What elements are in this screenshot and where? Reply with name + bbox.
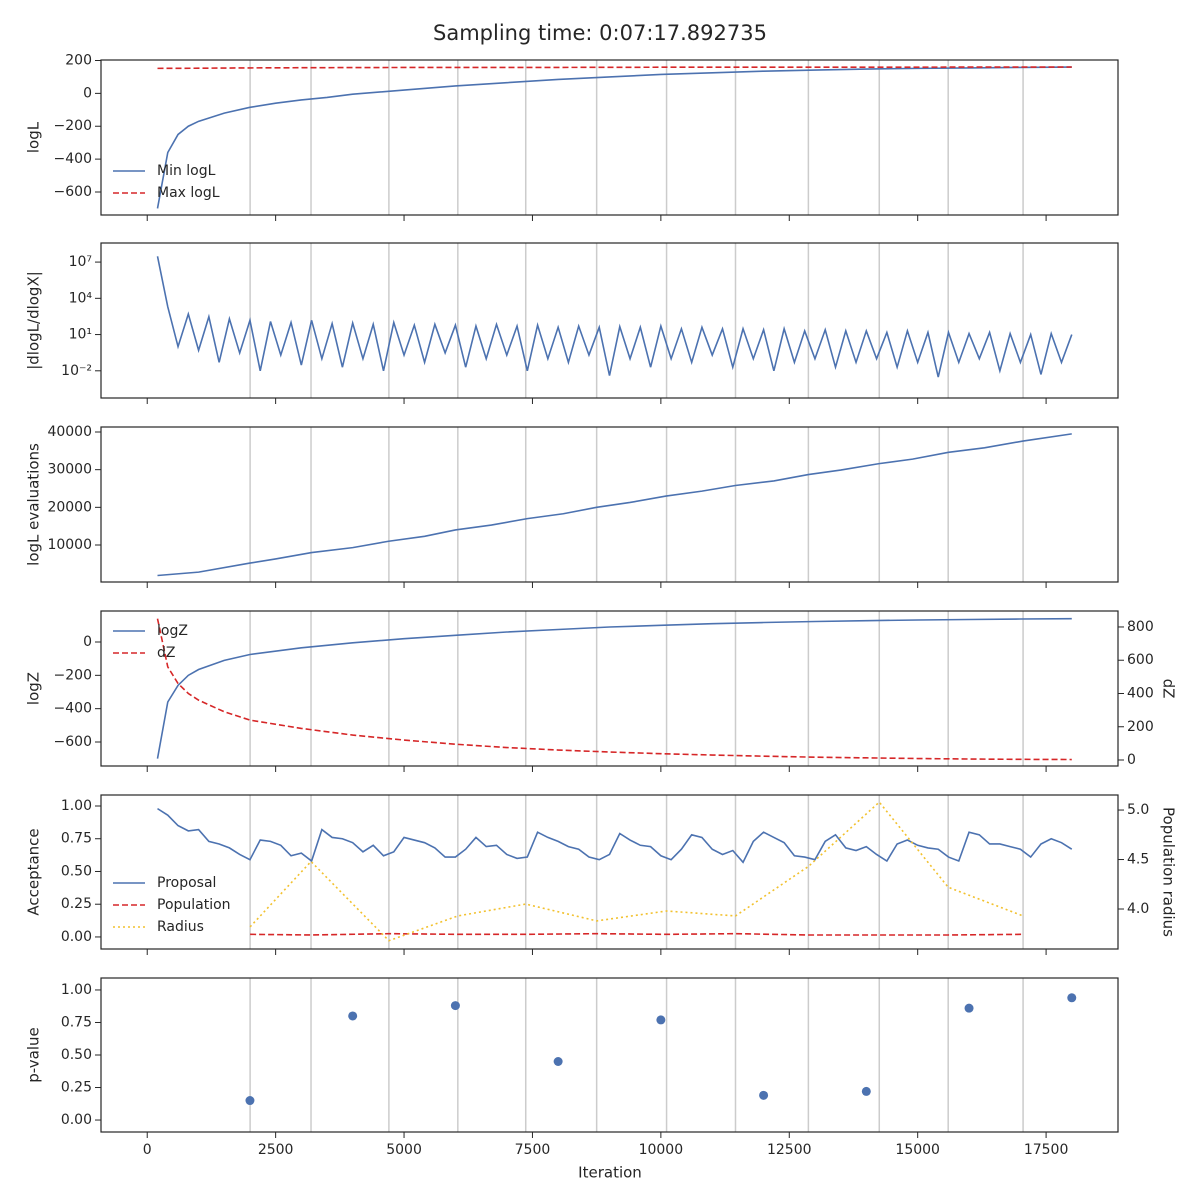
plot-frame: [100, 977, 1119, 1133]
series-line: [249, 800, 1024, 942]
series-line: [156, 256, 1073, 378]
y-tick-label: 1.00: [61, 798, 92, 814]
y-tick-label: 0.50: [61, 1047, 92, 1063]
point: [553, 1057, 563, 1067]
y-tick-label: 0: [83, 85, 92, 101]
x-tick-label: 2500: [258, 1142, 294, 1158]
point: [245, 1096, 255, 1106]
x-tick-label: 10000: [639, 1142, 684, 1158]
y-axis-label: |dlogL/dlogX|: [25, 271, 43, 370]
y-tick-label: −600: [54, 734, 92, 750]
y-axis-label: logZ: [25, 672, 43, 705]
series-line: [156, 617, 1072, 759]
series-line: [156, 618, 1072, 761]
y-tick-label: 200: [65, 52, 92, 68]
y-tick-label: 0: [83, 634, 92, 650]
x-tick-label: 15000: [895, 1142, 940, 1158]
point: [759, 1090, 769, 1100]
y-tick-label: 10¹: [69, 327, 92, 343]
plot-frame: [100, 794, 1119, 950]
y2-tick-label: 0: [1127, 752, 1136, 768]
x-tick-label: 17500: [1024, 1142, 1069, 1158]
point: [656, 1015, 666, 1025]
y-tick-label: 10⁻²: [61, 363, 92, 379]
legend-label: Population: [157, 897, 231, 913]
y-tick-label: −400: [54, 701, 92, 717]
y-axis-label: p-value: [25, 1027, 43, 1083]
point: [450, 1001, 460, 1011]
y-tick-label: 10000: [47, 537, 92, 553]
series-line: [250, 932, 1024, 936]
legend-label: Max logL: [157, 185, 220, 201]
y2-tick-label: 4.5: [1127, 852, 1149, 868]
y-tick-label: 30000: [47, 462, 92, 478]
y-tick-label: 10⁷: [69, 254, 92, 270]
y-axis-label: logL: [25, 121, 43, 153]
y-tick-label: −400: [54, 151, 92, 167]
x-axis-label: Iteration: [578, 1164, 642, 1182]
y-axis-label: Acceptance: [25, 828, 43, 915]
y2-tick-label: 200: [1127, 719, 1154, 735]
y-tick-label: 20000: [47, 499, 92, 515]
y2-tick-label: 5.0: [1127, 802, 1149, 818]
x-tick-label: 5000: [386, 1142, 422, 1158]
plot-frame: [100, 610, 1119, 767]
y-axis-label: logL evaluations: [25, 443, 43, 566]
y-tick-label: 0.00: [61, 929, 92, 945]
y-tick-label: 10⁴: [69, 290, 93, 306]
legend-label: Proposal: [157, 875, 216, 891]
x-tick-label: 12500: [767, 1142, 812, 1158]
y2-tick-label: 600: [1127, 652, 1154, 668]
y-tick-label: 1.00: [61, 982, 92, 998]
legend-label: dZ: [157, 645, 175, 661]
point: [964, 1003, 974, 1013]
y-tick-label: 40000: [47, 424, 92, 440]
point: [1067, 993, 1077, 1003]
legend-label: Radius: [157, 919, 204, 935]
legend-label: Min logL: [157, 163, 216, 179]
legend-label: logZ: [157, 623, 188, 639]
y-tick-label: −200: [54, 118, 92, 134]
series-line: [157, 66, 1072, 70]
y-tick-label: −200: [54, 667, 92, 683]
y2-tick-label: 800: [1127, 619, 1154, 635]
y2-tick-label: 400: [1127, 685, 1154, 701]
x-tick-label: 0: [143, 1142, 152, 1158]
y-tick-label: 0.00: [61, 1112, 92, 1128]
y-tick-label: 0.50: [61, 863, 92, 879]
y2-tick-label: 4.0: [1127, 901, 1149, 917]
plot-frame: [100, 426, 1119, 583]
y-tick-label: 0.75: [61, 831, 92, 847]
point: [348, 1011, 358, 1021]
point: [861, 1086, 871, 1096]
y-tick-label: 0.75: [61, 1014, 92, 1030]
series-line: [157, 807, 1073, 864]
figure-title: Sampling time: 0:07:17.892735: [433, 21, 767, 45]
y-tick-label: −600: [54, 184, 92, 200]
y2-axis-label: dZ: [1160, 679, 1178, 699]
series-line: [157, 433, 1072, 577]
plot-frame: [100, 59, 1119, 216]
plot-frame: [100, 242, 1119, 399]
y-tick-label: 0.25: [61, 1080, 92, 1096]
x-tick-label: 7500: [515, 1142, 551, 1158]
y2-axis-label: Population radius: [1160, 807, 1178, 937]
series-line: [156, 66, 1072, 209]
y-tick-label: 0.25: [61, 896, 92, 912]
